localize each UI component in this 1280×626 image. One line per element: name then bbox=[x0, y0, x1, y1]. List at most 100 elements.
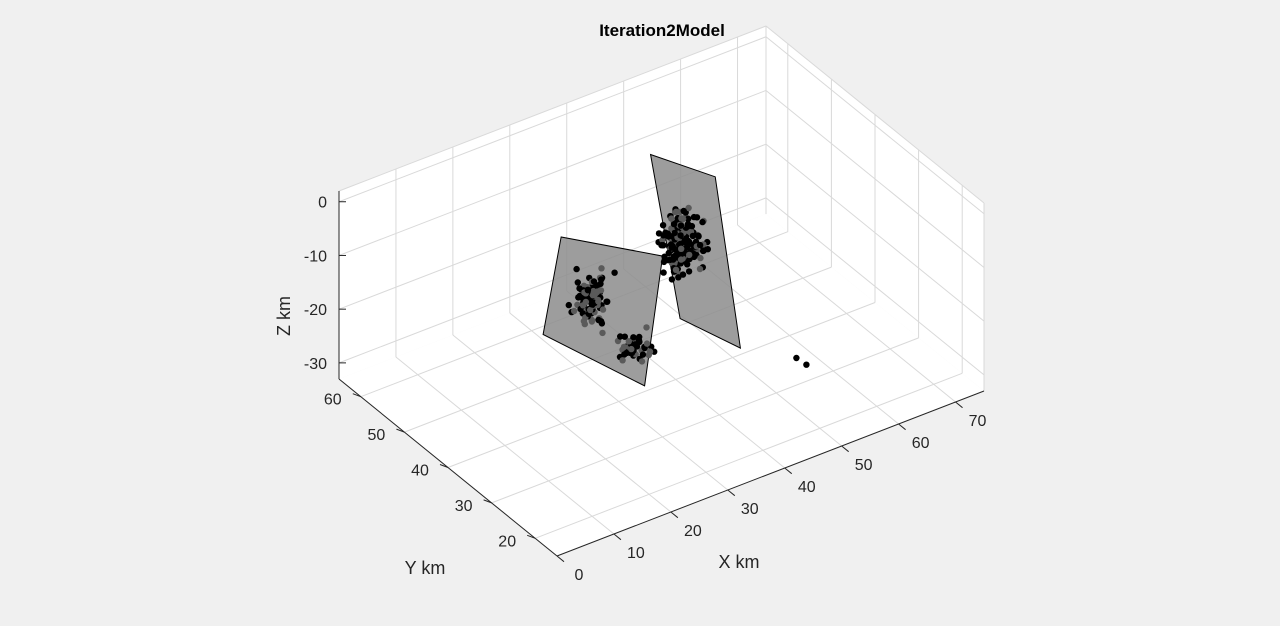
data-point bbox=[625, 338, 632, 345]
gridline-z bbox=[765, 90, 985, 268]
data-point bbox=[580, 317, 588, 325]
data-point bbox=[573, 265, 580, 273]
data-point bbox=[623, 349, 630, 357]
data-point bbox=[699, 218, 706, 226]
data-point bbox=[689, 232, 697, 240]
data-point bbox=[697, 254, 704, 262]
data-point bbox=[690, 213, 698, 221]
y-tick-label: 20 bbox=[498, 533, 516, 550]
data-point bbox=[574, 279, 581, 286]
data-point bbox=[684, 261, 691, 268]
y-axis-label: Y km bbox=[405, 558, 446, 578]
data-point bbox=[590, 278, 598, 285]
data-point bbox=[565, 301, 572, 309]
y-tick-label: 30 bbox=[455, 498, 473, 515]
data-point bbox=[672, 253, 679, 261]
data-point bbox=[588, 318, 596, 325]
data-point bbox=[599, 306, 607, 313]
data-point bbox=[696, 241, 704, 249]
data-point bbox=[620, 343, 628, 351]
y-tick-label: 40 bbox=[411, 463, 429, 480]
data-point bbox=[678, 245, 685, 252]
gridline-z bbox=[338, 36, 767, 203]
data-point bbox=[685, 215, 692, 222]
gridline-y bbox=[535, 372, 963, 539]
data-point bbox=[595, 316, 602, 324]
data-point bbox=[677, 256, 685, 263]
data-point bbox=[630, 334, 637, 341]
data-point bbox=[588, 301, 596, 308]
data-point bbox=[595, 298, 602, 305]
x-tick-label: 50 bbox=[855, 457, 873, 474]
y-tick-mark bbox=[352, 393, 361, 398]
data-point bbox=[638, 358, 646, 365]
data-point bbox=[803, 361, 810, 368]
x-tick-label: 0 bbox=[575, 567, 584, 584]
data-point bbox=[679, 271, 687, 278]
data-point bbox=[604, 298, 611, 305]
data-point bbox=[671, 229, 678, 237]
data-point bbox=[668, 244, 675, 251]
x-tick-label: 10 bbox=[627, 545, 645, 562]
data-point bbox=[688, 222, 696, 230]
data-point bbox=[677, 232, 684, 239]
y-tick-mark bbox=[527, 534, 536, 539]
x-tick-mark bbox=[613, 533, 622, 541]
x-tick-label: 70 bbox=[969, 413, 987, 430]
data-point bbox=[665, 249, 672, 257]
data-point bbox=[678, 215, 685, 222]
data-point bbox=[700, 247, 707, 254]
data-point bbox=[678, 250, 685, 257]
axes-pane-1 bbox=[339, 26, 766, 379]
x-tick-mark bbox=[556, 555, 565, 563]
x-tick-label: 30 bbox=[741, 501, 759, 518]
data-point bbox=[696, 265, 704, 273]
data-point bbox=[672, 266, 680, 273]
data-point bbox=[677, 222, 685, 229]
data-point bbox=[643, 324, 650, 331]
data-points bbox=[565, 204, 810, 368]
data-point bbox=[668, 215, 675, 222]
data-point bbox=[582, 298, 590, 306]
data-point bbox=[685, 268, 693, 275]
data-point bbox=[639, 351, 647, 358]
box-edge bbox=[338, 25, 767, 192]
data-point bbox=[659, 222, 667, 229]
data-point bbox=[570, 307, 578, 315]
data-point bbox=[643, 340, 651, 347]
data-point bbox=[597, 287, 605, 294]
data-point bbox=[598, 265, 605, 272]
data-point bbox=[661, 253, 668, 260]
x-tick-label: 20 bbox=[684, 523, 702, 540]
data-point bbox=[621, 333, 628, 340]
data-point bbox=[660, 258, 668, 266]
z-axis-label: Z km bbox=[274, 296, 294, 336]
x-tick-mark bbox=[727, 489, 736, 497]
tick-labels: 0 10 20 30 40 50 60 70 20 30 40 50 60 0 -10 -20 -30 bbox=[304, 195, 987, 584]
gridline-z bbox=[765, 36, 985, 215]
x-tick-mark bbox=[898, 423, 906, 431]
x-tick-mark bbox=[841, 445, 849, 453]
data-point bbox=[655, 230, 663, 237]
data-point bbox=[584, 287, 592, 294]
gridline-z bbox=[765, 143, 985, 322]
gridline-z bbox=[765, 197, 985, 376]
x-axis-line bbox=[556, 390, 985, 557]
y-tick-label: 60 bbox=[324, 392, 342, 409]
chart-title: Iteration2Model bbox=[599, 21, 725, 40]
data-point bbox=[628, 345, 635, 353]
box-edge bbox=[765, 25, 985, 204]
data-point bbox=[611, 269, 618, 276]
data-point bbox=[662, 230, 669, 238]
data-point bbox=[668, 276, 676, 283]
data-point bbox=[660, 242, 667, 249]
x-tick-label: 40 bbox=[798, 479, 816, 496]
z-tick-label: -30 bbox=[304, 356, 327, 373]
data-point bbox=[617, 333, 624, 340]
data-point bbox=[576, 293, 583, 300]
data-point bbox=[681, 238, 688, 246]
data-point bbox=[599, 329, 606, 337]
data-point bbox=[660, 269, 667, 276]
data-point bbox=[695, 232, 702, 239]
y-tick-label: 50 bbox=[368, 427, 386, 444]
